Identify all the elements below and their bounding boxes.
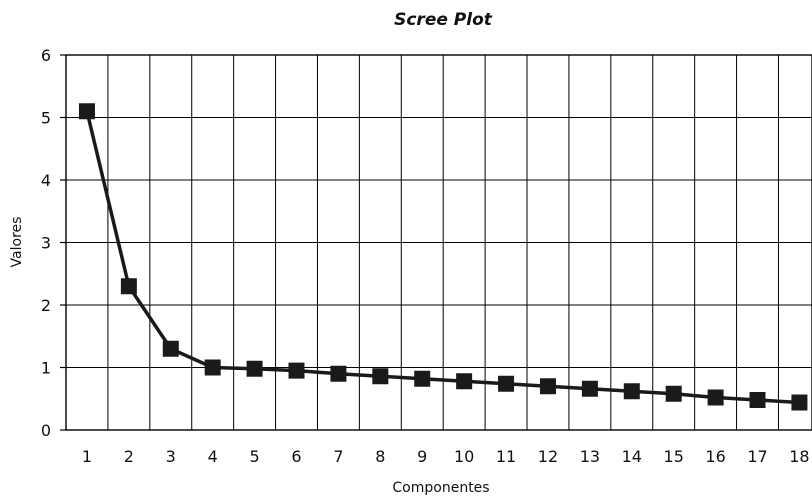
series-markers [78,103,808,411]
data-point-3 [162,340,179,357]
data-point-7 [330,365,347,382]
y-tick-label: 1 [41,359,51,378]
x-tick-label: 12 [538,447,558,466]
data-point-9 [414,370,431,387]
x-tick-label: 10 [454,447,474,466]
data-point-12 [539,378,556,395]
x-tick-label: 9 [417,447,427,466]
data-point-8 [372,368,389,385]
data-point-5 [246,360,263,377]
y-tick-label: 4 [41,171,51,190]
grid-lines [66,55,812,430]
y-axis-ticks: 0 1 2 3 4 5 6 [41,46,66,440]
x-tick-label: 16 [705,447,725,466]
y-tick-label: 0 [41,421,51,440]
data-point-18 [791,394,808,411]
data-point-14 [623,383,640,400]
x-tick-label: 2 [124,447,134,466]
data-point-10 [456,373,473,390]
x-tick-label: 1 [82,447,92,466]
data-point-1 [78,103,95,120]
x-axis-ticks: 1 2 3 4 5 6 7 8 9 10 11 12 13 14 15 16 17 18 [82,447,810,466]
x-tick-label: 8 [375,447,385,466]
data-point-16 [707,389,724,406]
x-tick-label: 13 [580,447,600,466]
data-point-6 [288,362,305,379]
x-tick-label: 4 [208,447,218,466]
y-tick-label: 5 [41,109,51,128]
data-point-13 [581,380,598,397]
data-point-2 [120,278,137,295]
x-tick-label: 15 [664,447,684,466]
x-tick-label: 6 [291,447,301,466]
x-tick-label: 14 [622,447,642,466]
x-tick-label: 3 [166,447,176,466]
x-tick-label: 17 [747,447,767,466]
data-point-15 [665,385,682,402]
data-point-4 [204,359,221,376]
chart-title: Scree Plot [394,10,493,30]
x-tick-label: 7 [333,447,343,466]
data-point-11 [498,375,515,392]
y-axis-label: Valores [9,217,25,268]
x-tick-label: 18 [789,447,809,466]
data-point-17 [749,392,766,408]
y-tick-label: 6 [41,46,51,65]
y-tick-label: 3 [41,234,51,253]
y-tick-label: 2 [41,296,51,315]
x-tick-label: 5 [250,447,260,466]
x-axis-label: Componentes [392,480,489,496]
x-tick-label: 11 [496,447,516,466]
